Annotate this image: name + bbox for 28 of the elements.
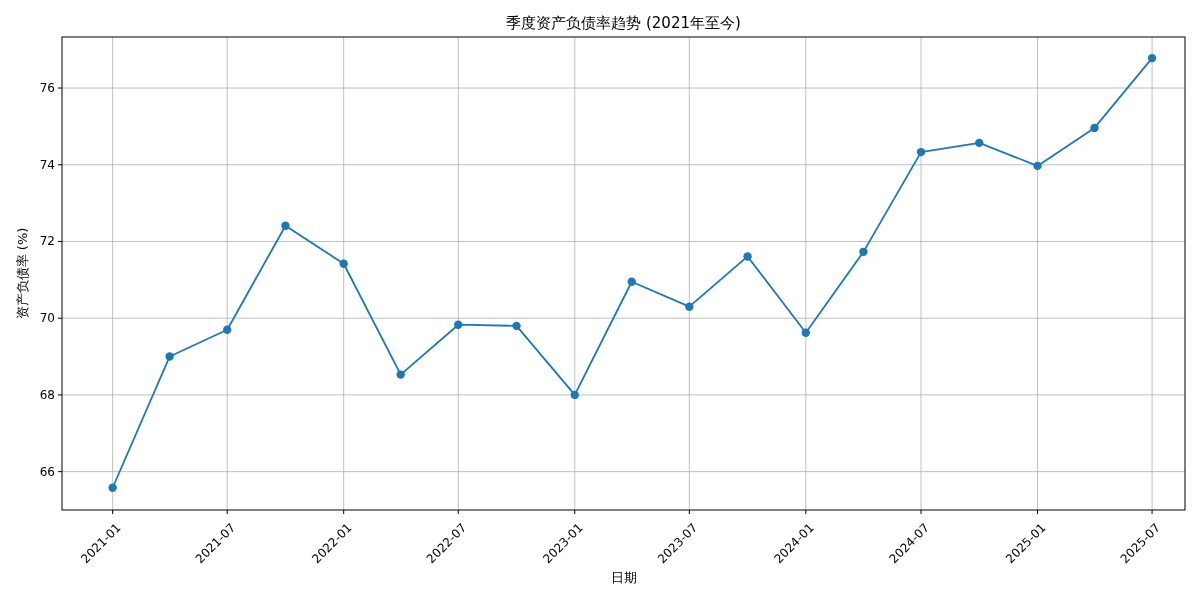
point (108, 483, 117, 492)
y-tick-label: 68 (39, 387, 55, 402)
point (281, 221, 290, 230)
point (396, 370, 405, 379)
x-axis-title: 日期 (610, 570, 637, 585)
chart-title: 季度资产负债率趋势 (2021年至今) (506, 14, 741, 32)
point (859, 247, 868, 257)
y-tick-label: 66 (39, 464, 55, 479)
point (339, 259, 348, 268)
point (916, 147, 926, 157)
point (223, 325, 232, 334)
point (743, 252, 752, 261)
point (165, 352, 174, 361)
y-tick-label: 76 (39, 81, 55, 96)
point (1033, 161, 1042, 171)
point (1090, 123, 1099, 133)
point (801, 328, 811, 337)
point (627, 277, 636, 286)
y-tick-label: 72 (39, 234, 55, 249)
point (975, 138, 984, 148)
point (685, 302, 694, 311)
y-tick-label: 70 (39, 311, 55, 326)
point (512, 321, 521, 331)
y-tick-label: 74 (39, 157, 55, 172)
point (1147, 53, 1157, 63)
point (454, 320, 463, 329)
point (570, 390, 579, 400)
y-axis-title: 资产负债率 (%) (15, 227, 30, 320)
